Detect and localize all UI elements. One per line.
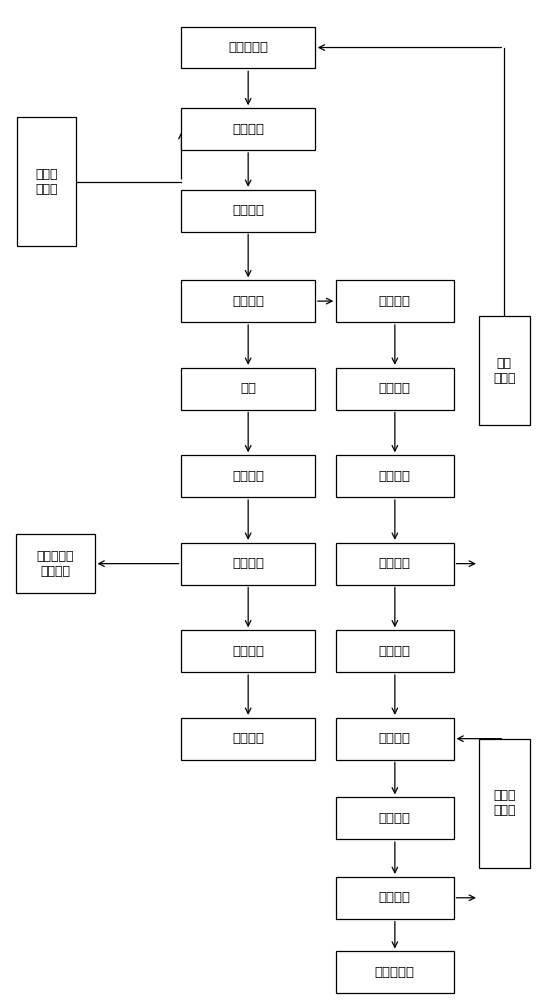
Text: 回收
氯化钾: 回收 氯化钾 <box>493 357 515 385</box>
Bar <box>182 280 315 322</box>
Bar <box>16 534 94 593</box>
Text: 含钾低钠盐: 含钾低钠盐 <box>375 966 415 979</box>
Bar <box>17 117 76 246</box>
Text: 离心分离: 离心分离 <box>232 204 264 217</box>
Text: 除杂保温: 除杂保温 <box>232 470 264 483</box>
Text: 原料氯化钾: 原料氯化钾 <box>228 41 268 54</box>
Bar <box>336 630 453 672</box>
Bar <box>479 739 529 868</box>
Text: 母液过滤: 母液过滤 <box>379 295 411 308</box>
Bar <box>182 455 315 497</box>
Bar <box>182 27 315 68</box>
Text: 蒸发浓缩: 蒸发浓缩 <box>379 382 411 395</box>
Text: 母液返
回利用: 母液返 回利用 <box>493 789 515 817</box>
Bar <box>182 630 315 672</box>
Bar <box>182 368 315 410</box>
Bar <box>182 718 315 760</box>
Text: 调节浓度: 调节浓度 <box>232 645 264 658</box>
Text: 氯化钾滤渣
综合利用: 氯化钾滤渣 综合利用 <box>36 550 74 578</box>
Text: 溶解: 溶解 <box>240 382 256 395</box>
Bar <box>182 190 315 232</box>
Bar <box>336 797 453 839</box>
Text: 离心分离: 离心分离 <box>379 557 411 570</box>
Text: 离心干燥: 离心干燥 <box>379 891 411 904</box>
Text: 溶解漂洗: 溶解漂洗 <box>232 123 264 136</box>
Text: 母液除钙: 母液除钙 <box>379 645 411 658</box>
Bar <box>336 543 453 585</box>
Text: 冷却结晶: 冷却结晶 <box>379 470 411 483</box>
Bar <box>182 543 315 585</box>
Bar <box>336 718 453 760</box>
Text: 淋洗离心: 淋洗离心 <box>232 295 264 308</box>
Bar <box>479 316 529 425</box>
Text: 蒸发浓缩: 蒸发浓缩 <box>379 732 411 745</box>
Text: 澄清过滤: 澄清过滤 <box>232 557 264 570</box>
Bar <box>336 455 453 497</box>
Bar <box>336 877 453 919</box>
Text: 冷却结晶: 冷却结晶 <box>379 812 411 825</box>
Text: 母液返
回利用: 母液返 回利用 <box>35 168 58 196</box>
Text: 离子交换: 离子交换 <box>232 732 264 745</box>
Bar <box>336 951 453 993</box>
Bar <box>336 368 453 410</box>
Bar <box>182 108 315 150</box>
Bar <box>336 280 453 322</box>
